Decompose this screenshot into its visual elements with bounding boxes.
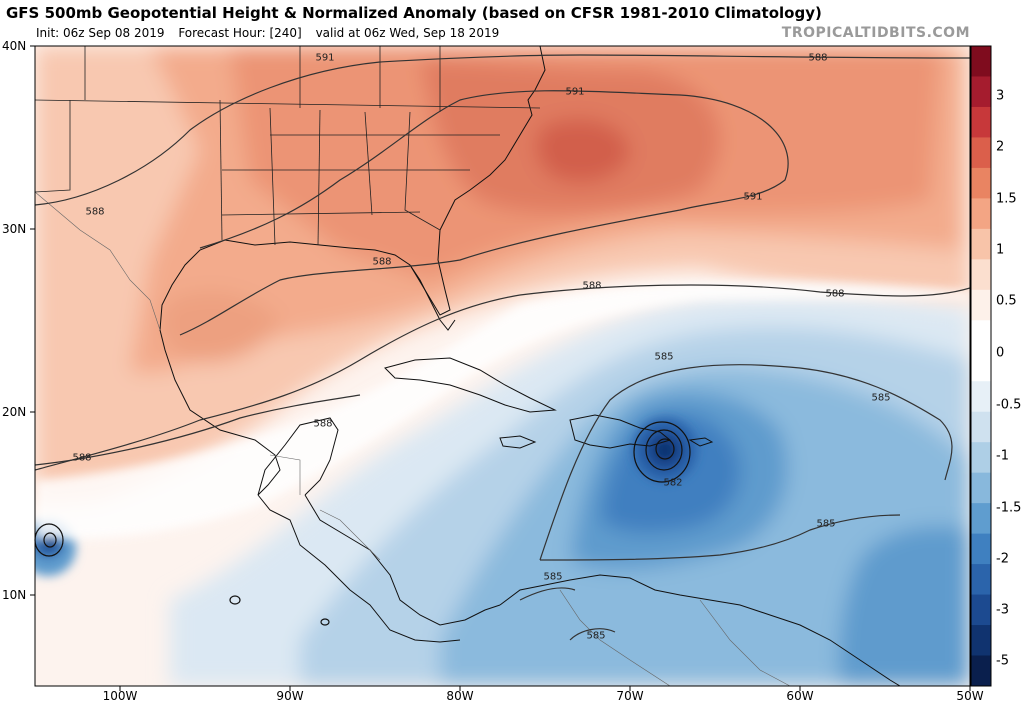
colorbar-label: 0.5 xyxy=(996,293,1017,309)
colorbar-swatch xyxy=(971,259,991,291)
colorbar-label: -0.5 xyxy=(996,397,1022,413)
contour-label: 591 xyxy=(565,86,585,98)
valid-time: valid at 06z Wed, Sep 18 2019 xyxy=(315,26,500,40)
chart-subtitle: Init: 06z Sep 08 2019 Forecast Hour: [24… xyxy=(36,26,509,40)
lon-label-70w: 70W xyxy=(616,689,644,703)
colorbar xyxy=(970,45,992,687)
lat-label-10n: 10N xyxy=(2,588,27,602)
colorbar-swatch xyxy=(971,76,991,108)
contour-label: 588 xyxy=(313,418,333,430)
contour-label: 588 xyxy=(825,288,845,300)
lat-label-40n: 40N xyxy=(2,39,27,53)
contour-label: 585 xyxy=(543,571,563,583)
lon-label-50w: 50W xyxy=(956,689,984,703)
lat-label-30n: 30N xyxy=(2,222,27,236)
colorbar-label: 1 xyxy=(996,242,1005,258)
contour-label: 588 xyxy=(582,280,602,292)
anomaly-shading xyxy=(35,46,970,686)
colorbar-label: -5 xyxy=(996,653,1009,669)
colorbar-swatch xyxy=(971,106,991,138)
contour-label: 585 xyxy=(586,630,606,642)
contour-label: 588 xyxy=(72,452,92,464)
colorbar-label: 1.5 xyxy=(996,191,1017,207)
site-credit: TROPICALTIDBITS.COM xyxy=(781,25,970,41)
colorbar-swatch xyxy=(971,411,991,443)
colorbar-label: -1 xyxy=(996,448,1009,464)
colorbar-swatch xyxy=(971,350,991,382)
colorbar-swatch xyxy=(971,594,991,626)
contour-label: 588 xyxy=(372,256,392,268)
contour-label: 588 xyxy=(85,206,105,218)
colorbar-swatch xyxy=(971,533,991,565)
forecast-hour: Forecast Hour: [240] xyxy=(178,26,302,40)
height-contours xyxy=(35,54,970,641)
colorbar-label: -1.5 xyxy=(996,500,1022,516)
colorbar-swatch xyxy=(971,472,991,504)
colorbar-label: -2 xyxy=(996,551,1009,567)
lon-label-100w: 100W xyxy=(102,689,138,703)
lon-label-90w: 90W xyxy=(276,689,304,703)
colorbar-label: 2 xyxy=(996,139,1005,155)
lat-label-20n: 20N xyxy=(2,405,27,419)
colorbar-swatch xyxy=(971,381,991,413)
colorbar-swatch xyxy=(971,198,991,230)
contour-label: 591 xyxy=(743,191,763,203)
lon-label-60w: 60W xyxy=(786,689,814,703)
lon-label-80w: 80W xyxy=(446,689,474,703)
coastlines xyxy=(159,46,901,686)
colorbar-swatch xyxy=(971,564,991,596)
colorbar-swatch xyxy=(971,625,991,657)
init-time: Init: 06z Sep 08 2019 xyxy=(36,26,165,40)
colorbar-label: -3 xyxy=(996,602,1009,618)
contour-label: 582 xyxy=(663,477,683,489)
state-borders xyxy=(35,46,541,246)
country-borders xyxy=(35,191,791,686)
colorbar-swatch xyxy=(971,228,991,260)
chart-title: GFS 500mb Geopotential Height & Normaliz… xyxy=(6,4,822,22)
colorbar-label: 3 xyxy=(996,88,1005,104)
map-frame xyxy=(34,45,971,687)
colorbar-swatch xyxy=(971,503,991,535)
colorbar-swatch xyxy=(971,137,991,169)
colorbar-swatch xyxy=(971,46,991,77)
colorbar-label: 0 xyxy=(996,345,1005,361)
colorbar-swatch xyxy=(971,289,991,321)
colorbar-swatch xyxy=(971,167,991,199)
contour-label: 591 xyxy=(315,52,335,64)
contour-label: 585 xyxy=(816,518,836,530)
colorbar-frame xyxy=(970,45,992,687)
colorbar-swatch xyxy=(971,655,991,687)
axis-ticks xyxy=(30,45,971,691)
contour-label: 588 xyxy=(808,52,828,64)
contour-label: 585 xyxy=(871,392,891,404)
colorbar-swatch xyxy=(971,442,991,474)
colorbar-swatch xyxy=(971,320,991,352)
contour-label: 585 xyxy=(654,351,674,363)
